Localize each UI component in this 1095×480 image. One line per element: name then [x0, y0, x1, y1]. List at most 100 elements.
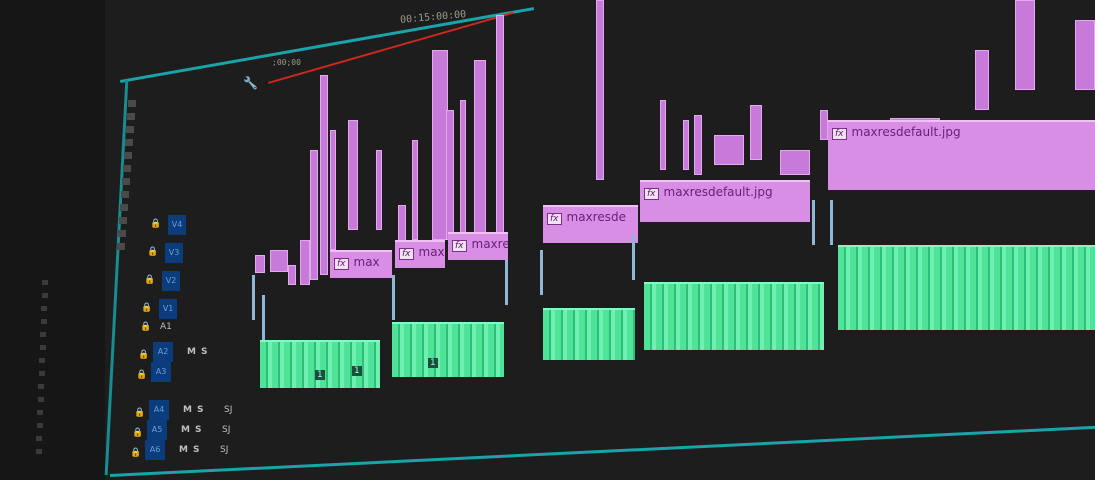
audio-clip[interactable]: [838, 245, 1095, 330]
wrench-icon[interactable]: 🔧: [243, 76, 258, 90]
video-clip[interactable]: fx max: [330, 250, 392, 278]
tool-icon[interactable]: [121, 191, 129, 198]
tool-icon[interactable]: [127, 113, 135, 120]
video-clip-segment[interactable]: [398, 205, 406, 245]
video-clip-segment[interactable]: [376, 150, 382, 230]
lock-icon[interactable]: 🔒: [132, 428, 144, 438]
tool-icon[interactable]: [124, 152, 132, 159]
lock-icon[interactable]: 🔒: [141, 303, 153, 313]
audio-link-marker: [540, 250, 543, 295]
solo-button[interactable]: S: [193, 445, 200, 455]
lock-icon[interactable]: 🔒: [150, 219, 162, 229]
video-clip[interactable]: fx maxresde: [543, 205, 638, 243]
track-target-V4[interactable]: V4: [168, 215, 186, 235]
video-clip-segment[interactable]: [750, 105, 762, 160]
video-clip-segment[interactable]: [320, 75, 328, 275]
video-clip[interactable]: fx maxresdefault.jpg: [640, 180, 810, 222]
solo-button[interactable]: S: [195, 425, 202, 435]
audio-link-marker: [830, 200, 833, 245]
video-clip-segment[interactable]: [660, 100, 666, 170]
bin-item-icon[interactable]: [38, 371, 45, 376]
lock-icon[interactable]: 🔒: [134, 408, 146, 418]
audio-clip[interactable]: [260, 340, 380, 388]
tool-icon[interactable]: [128, 100, 136, 107]
track-target-A6[interactable]: A6: [145, 440, 165, 460]
track-target-A5[interactable]: A5: [147, 420, 167, 440]
video-clip[interactable]: fx maxresdefault.jpg: [828, 120, 1095, 190]
fx-badge: fx: [832, 128, 847, 140]
clip-marker: 1: [352, 366, 362, 376]
clip-marker: 1: [428, 358, 438, 368]
track-target-A4[interactable]: A4: [149, 400, 169, 420]
lock-icon[interactable]: 🔒: [138, 350, 150, 360]
solo-button[interactable]: S: [197, 405, 204, 415]
bin-item-icon[interactable]: [40, 319, 47, 324]
mute-button[interactable]: M: [187, 347, 196, 357]
video-clip-segment[interactable]: [255, 255, 265, 273]
bin-item-icon[interactable]: [35, 449, 42, 454]
tool-icon[interactable]: [117, 243, 125, 250]
bin-item-icon[interactable]: [36, 436, 42, 441]
video-clip-segment[interactable]: [300, 240, 310, 285]
track-target-V1[interactable]: V1: [159, 299, 177, 319]
track-target-A2[interactable]: A2: [153, 342, 173, 362]
mute-button[interactable]: M: [183, 405, 192, 415]
video-clip-segment[interactable]: [446, 110, 454, 240]
audio-clip[interactable]: [644, 282, 824, 350]
bin-item-icon[interactable]: [40, 332, 46, 337]
video-clip-segment[interactable]: [310, 150, 318, 280]
video-clip[interactable]: fx maxre: [448, 232, 508, 260]
bin-item-icon[interactable]: [41, 293, 48, 298]
bin-item-icon[interactable]: [39, 358, 45, 363]
tool-icon[interactable]: [120, 204, 128, 211]
video-clip-segment[interactable]: [460, 100, 466, 240]
mute-button[interactable]: M: [181, 425, 190, 435]
bin-item-icon[interactable]: [38, 384, 44, 389]
tool-icon[interactable]: [125, 139, 133, 146]
video-clip-segment[interactable]: [820, 110, 828, 140]
video-clip-segment[interactable]: [780, 150, 810, 175]
solo-button[interactable]: S: [201, 347, 208, 357]
video-clip-segment[interactable]: [683, 120, 689, 170]
track-target-A3[interactable]: A3: [151, 362, 171, 382]
tool-icon[interactable]: [118, 230, 126, 237]
video-clip-segment[interactable]: [412, 140, 418, 240]
tool-icon[interactable]: [122, 178, 130, 185]
lock-icon[interactable]: 🔒: [140, 322, 152, 332]
video-clip-segment[interactable]: [348, 120, 358, 230]
video-clip-segment[interactable]: [270, 250, 288, 272]
audio-link-marker: [392, 275, 395, 320]
video-clip-segment[interactable]: [1015, 0, 1035, 90]
video-clip-segment[interactable]: [714, 135, 744, 165]
lock-icon[interactable]: 🔒: [130, 448, 142, 458]
bin-item-icon[interactable]: [39, 345, 46, 350]
video-clip-segment[interactable]: [474, 60, 486, 240]
bin-item-icon[interactable]: [41, 306, 47, 311]
bin-item-icon[interactable]: [36, 423, 43, 428]
audio-clip[interactable]: [392, 322, 504, 377]
video-clip-segment[interactable]: [596, 0, 604, 180]
video-clip-segment[interactable]: [330, 130, 336, 250]
video-clip-segment[interactable]: [288, 265, 296, 285]
lock-icon[interactable]: 🔒: [136, 370, 148, 380]
video-clip-segment[interactable]: [975, 50, 989, 110]
sync-lock[interactable]: SJ: [222, 425, 231, 435]
lock-icon[interactable]: 🔒: [147, 247, 159, 257]
bin-item-icon[interactable]: [37, 410, 43, 415]
bin-item-icon[interactable]: [42, 280, 48, 285]
track-target-V3[interactable]: V3: [165, 243, 183, 263]
video-clip[interactable]: fx max: [395, 240, 445, 268]
video-clip-segment[interactable]: [1075, 20, 1095, 90]
tool-icon[interactable]: [126, 126, 134, 133]
sync-lock[interactable]: SJ: [224, 405, 233, 415]
lock-icon[interactable]: 🔒: [144, 275, 156, 285]
mute-button[interactable]: M: [179, 445, 188, 455]
tool-icon[interactable]: [119, 217, 127, 224]
bin-item-icon[interactable]: [37, 397, 44, 402]
audio-clip[interactable]: [543, 308, 635, 360]
video-clip-segment[interactable]: [694, 115, 702, 175]
track-target-V2[interactable]: V2: [162, 271, 180, 291]
tool-icon[interactable]: [123, 165, 131, 172]
sync-lock[interactable]: SJ: [220, 445, 229, 455]
video-clip-segment[interactable]: [496, 15, 504, 235]
